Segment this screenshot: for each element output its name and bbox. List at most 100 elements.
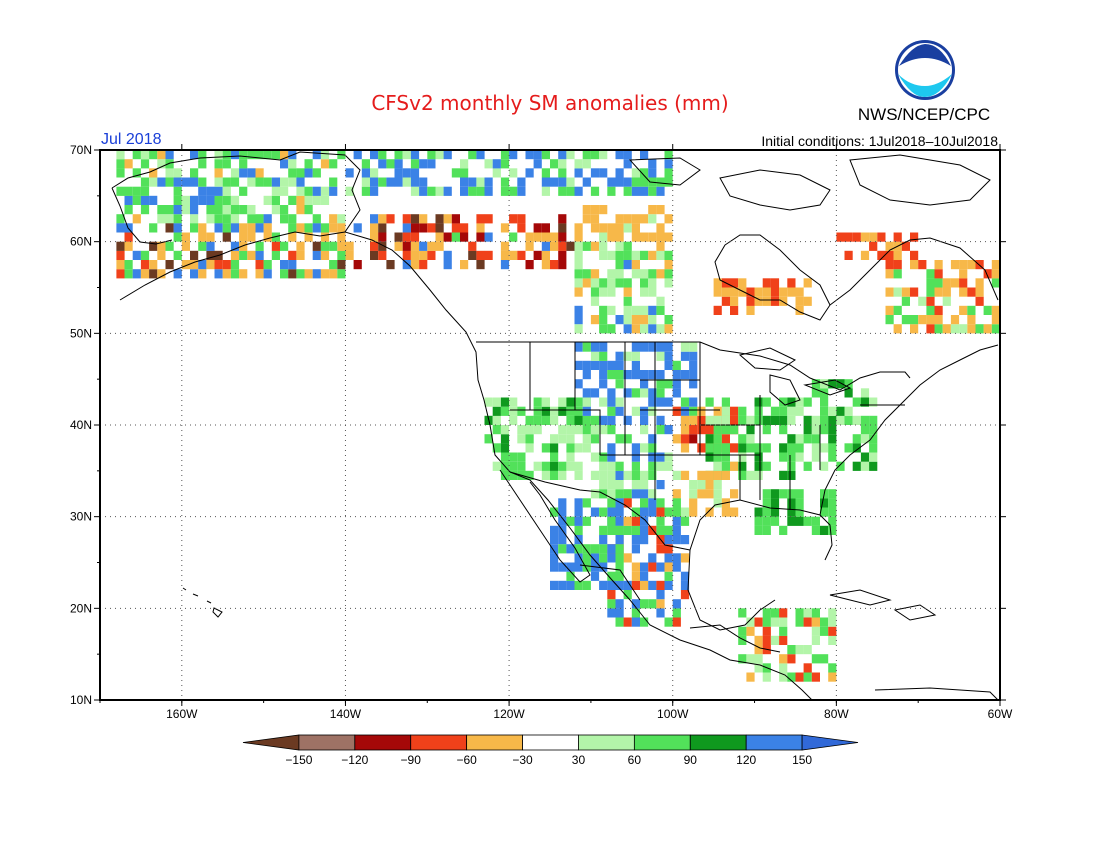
anomaly-cell: [509, 397, 518, 407]
anomaly-cell: [631, 342, 640, 352]
anomaly-cell: [820, 397, 829, 407]
anomaly-cell: [320, 195, 330, 205]
anomaly-cell: [640, 370, 649, 380]
anomaly-cell: [910, 232, 919, 242]
anomaly-cell: [419, 177, 428, 187]
anomaly-cell: [419, 250, 428, 260]
anomaly-cell: [599, 305, 608, 315]
legend-swatch: [801, 734, 859, 751]
anomaly-cell: [230, 241, 240, 251]
anomaly-cell: [157, 214, 166, 224]
anomaly-cell: [239, 150, 248, 160]
anomaly-cell: [599, 287, 608, 297]
anomaly-cell: [754, 406, 763, 416]
anomaly-cell: [124, 223, 133, 233]
anomaly-cell: [329, 159, 338, 169]
anomaly-cell: [811, 425, 820, 435]
legend-swatch: [242, 734, 300, 751]
anomaly-cell: [656, 351, 665, 361]
anomaly-cell: [550, 507, 559, 517]
anomaly-cell: [926, 278, 935, 288]
anomaly-cell: [811, 379, 820, 389]
anomaly-cell: [582, 241, 591, 251]
anomaly-cell: [959, 305, 968, 315]
anomaly-cell: [926, 315, 935, 325]
anomaly-cell: [255, 150, 264, 160]
anomaly-cell: [402, 250, 411, 260]
anomaly-cell: [631, 525, 640, 535]
anomaly-cell: [476, 177, 485, 187]
anomaly-cell: [296, 195, 305, 205]
anomaly-cell: [460, 232, 469, 242]
anomaly-cell: [648, 305, 657, 315]
anomaly-cell: [484, 250, 493, 260]
anomaly-cell: [623, 498, 632, 508]
anomaly-cell: [132, 150, 141, 160]
anomaly-cell: [754, 635, 763, 645]
anomaly-cell: [623, 250, 632, 260]
anomaly-cell: [124, 205, 133, 215]
anomaly-cell: [492, 425, 501, 435]
anomaly-cell: [713, 278, 722, 288]
anomaly-cell: [640, 480, 649, 490]
anomaly-cell: [811, 635, 820, 645]
anomaly-cell: [656, 498, 665, 508]
anomaly-cell: [623, 214, 632, 224]
anomaly-cell: [214, 269, 223, 279]
anomaly-cell: [574, 415, 583, 425]
anomaly-cell: [230, 214, 240, 224]
anomaly-cell: [623, 590, 632, 600]
anomaly-cell: [623, 305, 632, 315]
anomaly-cell: [558, 177, 567, 187]
anomaly-cell: [631, 580, 640, 590]
anomaly-cell: [623, 525, 632, 535]
anomaly-cell: [541, 186, 550, 196]
anomaly-cell: [525, 232, 534, 242]
anomaly-cell: [893, 287, 902, 297]
anomaly-cell: [713, 452, 722, 462]
anomaly-cell: [869, 425, 878, 435]
anomaly-cell: [991, 315, 1000, 325]
anomaly-cell: [664, 452, 673, 462]
anomaly-cell: [664, 250, 673, 260]
anomaly-cell: [631, 351, 640, 361]
lat-tick-label: 70N: [70, 143, 92, 157]
anomaly-cell: [754, 645, 763, 655]
legend-swatch: [522, 734, 579, 751]
political-borders: [476, 341, 911, 653]
anomaly-cell: [173, 195, 182, 205]
anomaly-cell: [451, 214, 460, 224]
anomaly-cell: [779, 663, 788, 673]
anomaly-cell: [460, 260, 469, 270]
anomaly-cell: [574, 186, 583, 196]
anomaly-cell: [631, 324, 640, 334]
anomaly-cell: [697, 415, 706, 425]
anomaly-cell: [656, 590, 665, 600]
anomaly-cell: [599, 470, 608, 480]
anomaly-cell: [590, 269, 600, 279]
anomaly-cell: [419, 241, 428, 251]
anomaly-cell: [222, 260, 231, 270]
anomaly-cell: [615, 489, 624, 499]
anomaly-cell: [116, 223, 125, 233]
anomaly-cell: [566, 580, 575, 590]
month-label: Jul 2018: [101, 131, 162, 148]
anomaly-cell: [345, 186, 354, 196]
anomaly-cell: [648, 498, 657, 508]
anomaly-cell: [762, 672, 771, 682]
anomaly-cell: [623, 580, 632, 590]
anomaly-cell: [779, 406, 788, 416]
anomaly-cell: [590, 360, 600, 370]
anomaly-cell: [967, 287, 976, 297]
anomaly-cell: [370, 214, 379, 224]
anomaly-cell: [959, 269, 968, 279]
anomaly-cell: [713, 406, 722, 416]
anomaly-cell: [280, 159, 289, 169]
anomaly-cell: [656, 608, 665, 618]
anomaly-cell: [533, 425, 542, 435]
anomaly-cell: [959, 287, 968, 297]
anomaly-cell: [950, 315, 960, 325]
anomaly-cell: [574, 360, 583, 370]
anomaly-cell: [615, 241, 624, 251]
anomaly-cell: [574, 305, 583, 315]
